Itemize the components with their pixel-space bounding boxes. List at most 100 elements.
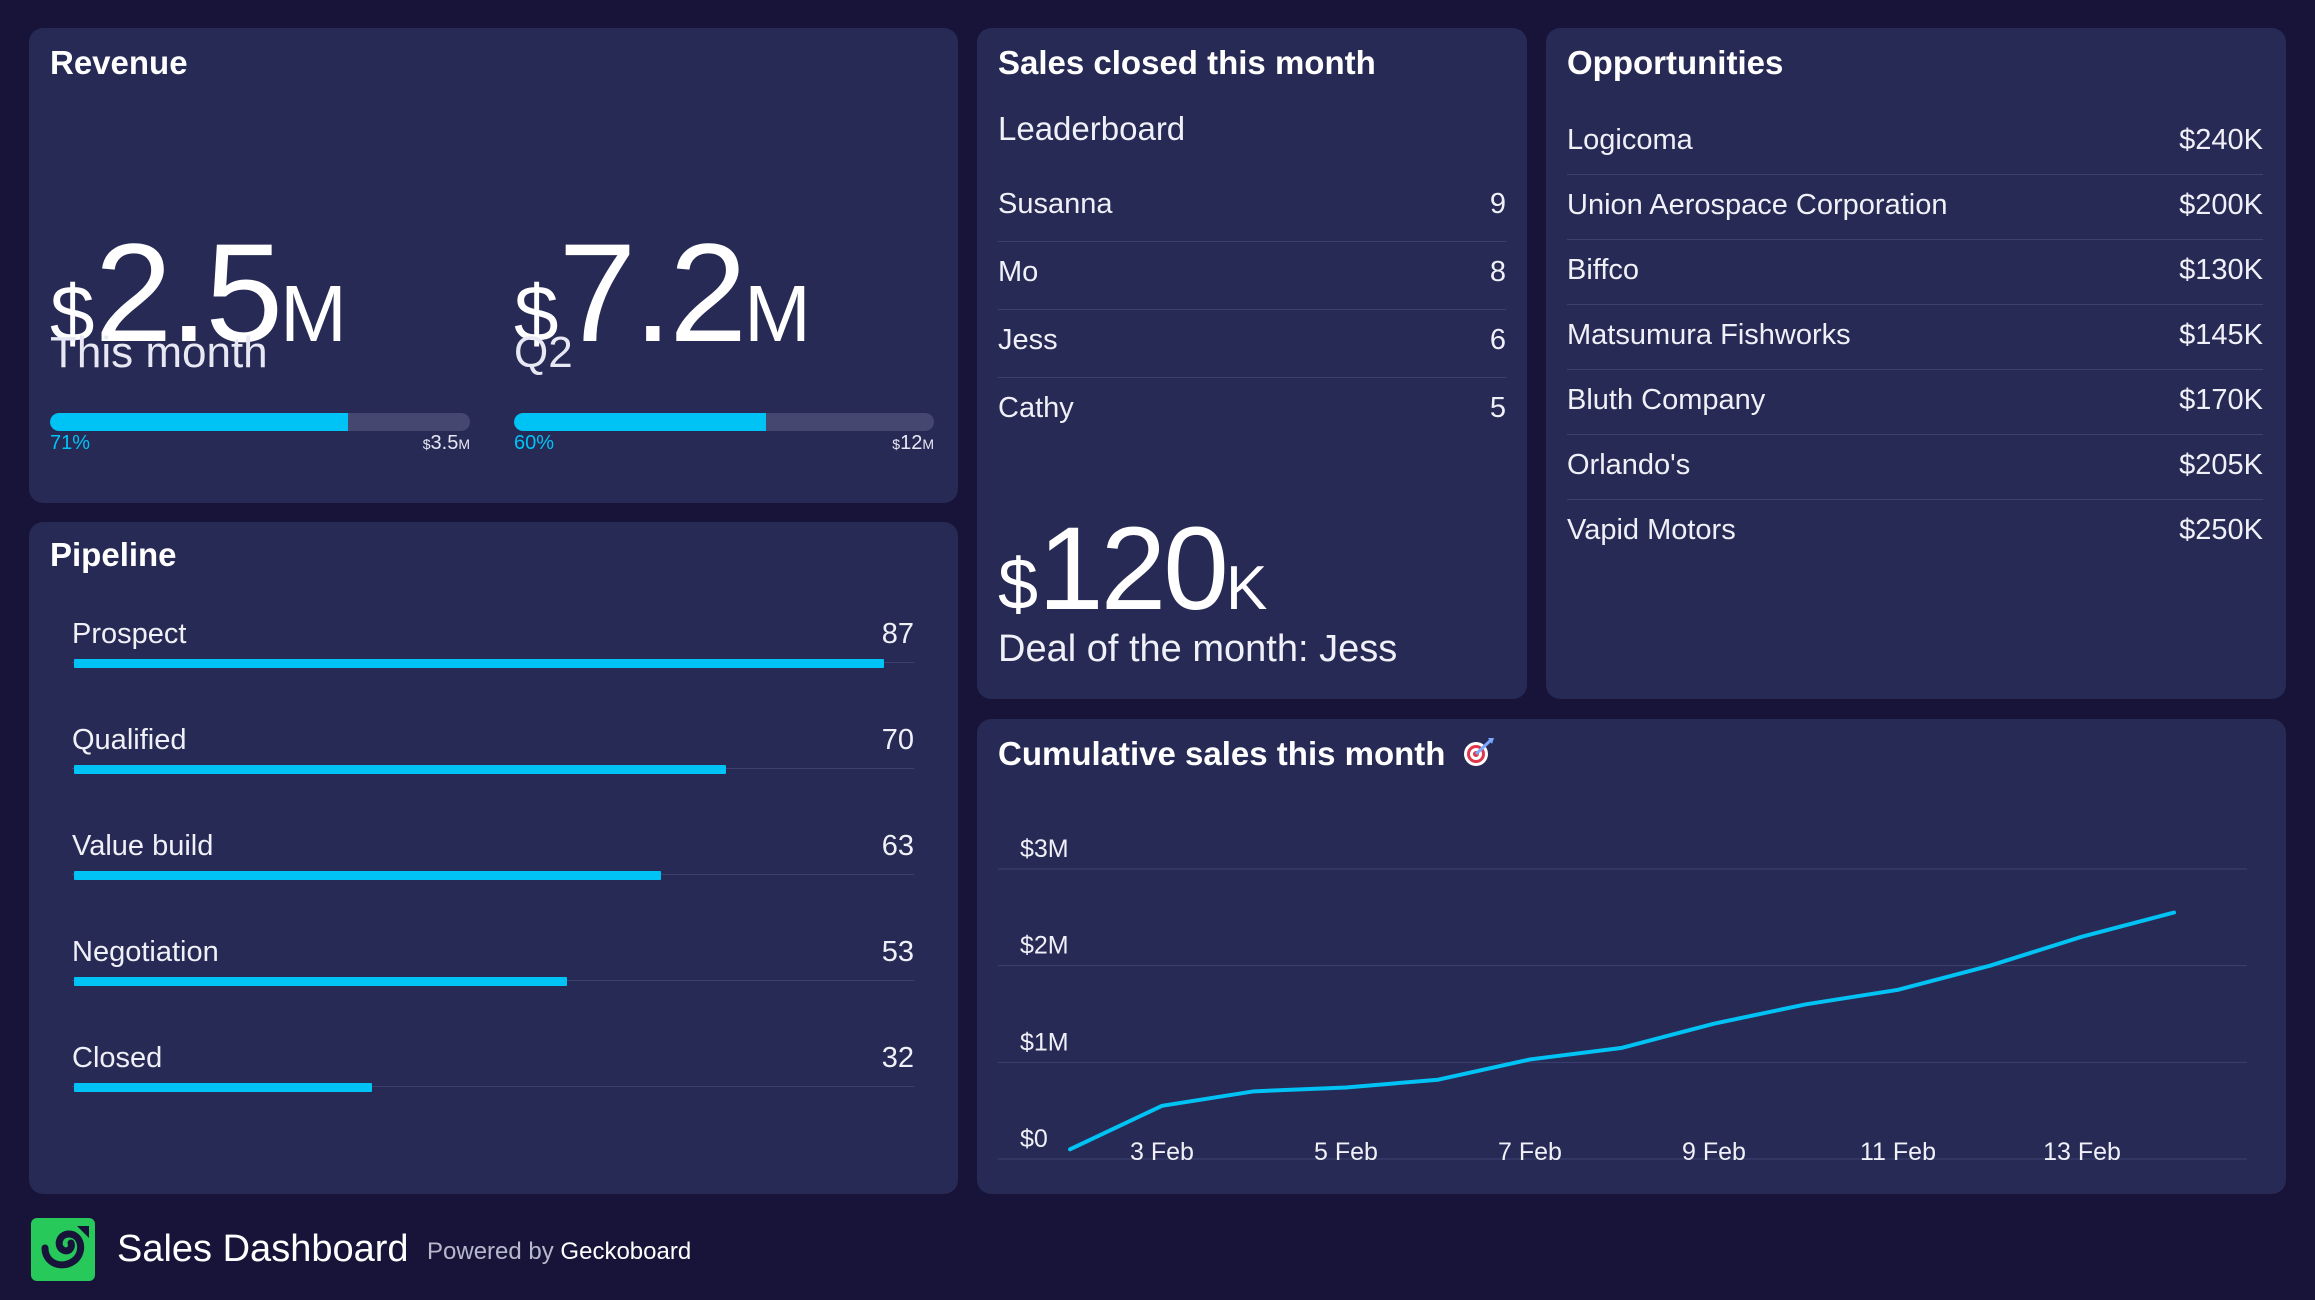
x-tick-label: 9 Feb [1682,1138,1746,1166]
deal-of-month-label: Deal of the month: Jess [998,628,1398,670]
leader-count: 6 [1489,324,1506,356]
opportunity-amount: $205K [2179,449,2263,481]
opportunity-name: Orlando's [1567,449,1691,481]
data-point [1621,1047,1623,1049]
opportunity-amount: $170K [2179,384,2263,416]
opportunity-amount: $145K [2179,319,2263,351]
opportunity-name: Vapid Motors [1567,514,1736,546]
pipeline-card: Pipeline Prospect 87 Qualified 70 Value buil… [29,522,958,1194]
leader-count: 9 [1489,188,1506,220]
opportunities-title: Opportunities [1567,44,1784,81]
dashboard-title: Sales Dashboard [117,1228,409,1270]
opportunity-row: Logicoma $240K [1567,124,2263,189]
sales-closed-card: Sales closed this month Leaderboard Susa… [977,28,1527,699]
pipeline-stage-bar [74,1083,372,1092]
pipeline-track-line [72,1086,914,1087]
opportunity-name: Bluth Company [1567,384,1766,416]
data-point [2081,936,2083,938]
pipeline-stage-row: Qualified 70 [72,724,914,784]
cumulative-sales-chart: $0 $1M $2M $3M 3 Feb 5 Feb 7 Feb 9 Feb 11 Feb 13 … [998,835,2247,1166]
pipeline-stage-label: Qualified [72,724,187,756]
leader-count: 5 [1489,392,1506,424]
row-divider [1567,369,2263,370]
y-tick-label: $3M [1020,835,1069,863]
opportunity-amount: $200K [2179,189,2263,221]
data-point [2173,912,2175,913]
revenue-this-month-progress-bar [50,413,470,431]
leaderboard-row: Cathy 5 [998,392,1506,460]
row-divider [1567,174,2263,175]
opportunities-card: Opportunities Logicoma $240K Union Aerospa… [1546,28,2286,699]
x-tick-label: 7 Feb [1498,1138,1562,1166]
revenue-this-month-label: This month [50,328,268,377]
revenue-q2-target: $12M [892,432,934,454]
y-tick-label: $0 [1020,1125,1048,1153]
opportunity-row: Bluth Company $170K [1567,384,2263,449]
row-divider [1567,499,2263,500]
row-divider [998,309,1506,310]
pipeline-stage-value: 70 [881,724,914,756]
data-point [1345,1086,1347,1088]
revenue-q2-value: $7.2M [514,214,811,371]
row-divider [1567,434,2263,435]
y-tick-label: $2M [1020,932,1069,960]
revenue-card: Revenue $2.5M This month 71% $3.5M $7.2M… [29,28,958,503]
row-divider [1567,304,2263,305]
pipeline-stage-row: Prospect 87 [72,618,914,678]
powered-by: Powered by Geckoboard [427,1238,692,1265]
revenue-title: Revenue [50,44,188,81]
pipeline-stage-label: Value build [72,830,214,862]
opportunity-row: Biffco $130K [1567,254,2263,319]
pipeline-stage-row: Negotiation 53 [72,936,914,996]
pipeline-stage-bar [74,659,884,668]
progress-fill [50,413,349,431]
leader-name: Mo [998,256,1039,288]
revenue-this-month-target: $3.5M [422,432,470,454]
geckoboard-logo-icon [31,1218,95,1281]
deal-of-month-value: $120K [998,503,1268,635]
leader-count: 8 [1489,256,1506,288]
y-tick-label: $1M [1020,1028,1069,1056]
revenue-q2-label: Q2 [514,328,573,377]
opportunity-name: Matsumura Fishworks [1567,319,1851,351]
row-divider [998,241,1506,242]
data-point [1437,1079,1439,1081]
x-tick-label: 3 Feb [1130,1138,1194,1166]
sales-closed-title: Sales closed this month [998,44,1376,81]
pipeline-title: Pipeline [50,536,177,573]
revenue-this-month-value: $2.5M [50,214,347,371]
data-point [1529,1058,1531,1060]
pipeline-stage-bar [74,765,726,774]
leaderboard-row: Susanna 9 [998,188,1506,256]
pipeline-stage-value: 87 [881,618,914,650]
data-point [1069,1148,1071,1150]
data-point [1713,1023,1715,1025]
opportunity-amount: $240K [2179,124,2263,156]
leaderboard-subtitle: Leaderboard [998,110,1186,147]
x-tick-label: 11 Feb [1860,1138,1936,1166]
pipeline-stage-bar [74,871,661,880]
pipeline-stage-bar [74,977,567,986]
data-point [1805,1003,1807,1005]
leader-name: Cathy [998,392,1074,424]
pipeline-stage-label: Prospect [72,618,187,650]
data-point [1161,1105,1163,1107]
data-point [1253,1090,1255,1092]
cumulative-sales-title: Cumulative sales this month [998,735,1495,777]
opportunity-row: Union Aerospace Corporation $200K [1567,189,2263,254]
opportunity-row: Vapid Motors $250K [1567,514,2263,579]
leaderboard-row: Mo 8 [998,256,1506,324]
pipeline-stage-row: Closed 32 [72,1042,914,1102]
x-tick-label: 13 Feb [2043,1138,2121,1166]
pipeline-stage-label: Negotiation [72,936,219,968]
data-point [1897,989,1899,991]
target-icon [1461,735,1495,777]
pipeline-stage-label: Closed [72,1042,163,1074]
opportunity-name: Logicoma [1567,124,1693,156]
series-line [1068,910,2176,1152]
opportunity-row: Matsumura Fishworks $145K [1567,319,2263,384]
revenue-this-month-progress-pct: 71% [50,432,91,454]
opportunity-amount: $130K [2179,254,2263,286]
leader-name: Susanna [998,188,1113,220]
leader-name: Jess [998,324,1058,356]
